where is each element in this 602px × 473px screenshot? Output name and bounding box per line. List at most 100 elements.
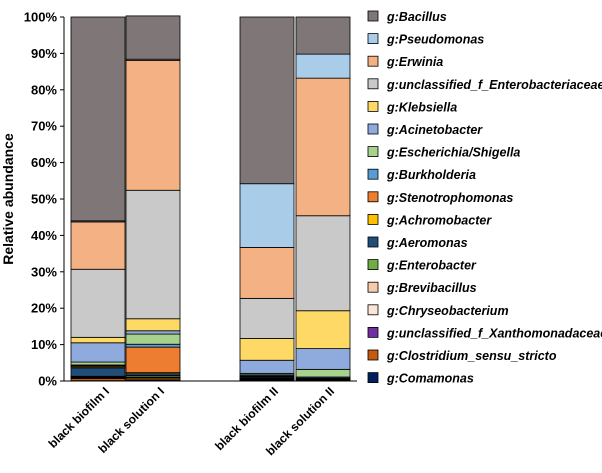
- bar-stack: [295, 16, 351, 382]
- legend-item: g:Escherichia/Shigella: [367, 146, 520, 160]
- legend-swatch: [367, 259, 379, 271]
- legend-item: g:Bacillus: [367, 10, 447, 24]
- legend-swatch: [367, 10, 379, 22]
- bar-segment: [295, 368, 351, 378]
- bar-segment: [70, 342, 126, 363]
- bar-segment: [70, 336, 126, 344]
- bar-segment: [295, 53, 351, 79]
- y-tick-label: 20%: [31, 301, 57, 316]
- legend-label: g:Comamonas: [386, 372, 474, 386]
- legend-label: g:Bacillus: [386, 10, 447, 24]
- bars-layer: [70, 15, 351, 382]
- legend-swatch: [367, 349, 379, 361]
- bar-segment: [295, 77, 351, 217]
- legend-label: g:Burkholderia: [386, 168, 476, 182]
- bar-segment: [239, 297, 295, 339]
- y-axis-title: Relative abundance: [0, 133, 16, 265]
- legend-swatch: [367, 191, 379, 203]
- bar-segment: [70, 367, 126, 377]
- legend-swatch: [367, 168, 379, 180]
- bar-segment: [295, 310, 351, 350]
- bar-stack: [239, 16, 295, 382]
- bar-segment: [125, 333, 181, 345]
- legend-swatch: [367, 281, 379, 293]
- legend-swatch: [367, 372, 379, 384]
- y-tick-label: 50%: [31, 192, 57, 207]
- legend-item: g:unclassified_f_Xanthomonadaceae: [367, 326, 602, 340]
- y-tick-label: 10%: [31, 337, 57, 352]
- legend-item: g:Clostridium_sensu_stricto: [367, 349, 557, 363]
- legend-swatch: [367, 101, 379, 112]
- legend-swatch: [367, 326, 379, 338]
- y-tick-label: 80%: [31, 82, 57, 97]
- y-tick-label: 40%: [31, 228, 57, 243]
- legend: g:Bacillus g:Pseudomonas g:Erwinia g:unclas…: [367, 10, 602, 386]
- legend-label: g:Klebsiella: [386, 100, 457, 114]
- bar-segment: [70, 361, 126, 366]
- y-tick-label: 70%: [31, 119, 57, 134]
- legend-label: g:Enterobacter: [386, 259, 477, 273]
- bar-segment: [125, 59, 181, 191]
- legend-swatch: [367, 236, 379, 248]
- legend-item: g:Comamonas: [367, 372, 474, 386]
- legend-label: g:Brevibacillus: [386, 281, 477, 295]
- bar-segment: [295, 16, 351, 55]
- y-axis-label: Relative abundance: [0, 133, 16, 265]
- bar-segment: [239, 183, 295, 248]
- legend-item: g:unclassified_f_Enterobacteriaceae: [367, 78, 602, 92]
- legend-swatch: [367, 55, 379, 67]
- legend-item: g:Achromobacter: [367, 213, 492, 227]
- legend-item: g:Chryseobacterium: [367, 304, 509, 318]
- bar-segment: [295, 348, 351, 370]
- bar-segment: [239, 247, 295, 299]
- legend-label: g:Chryseobacterium: [386, 304, 509, 318]
- legend-item: g:Acinetobacter: [367, 123, 483, 137]
- legend-swatch: [367, 304, 379, 316]
- bar-segment: [125, 330, 181, 335]
- legend-label: g:Escherichia/Shigella: [386, 146, 520, 160]
- y-axis: 0% 10% 20% 30% 40% 50% 60% 70% 80% 90% 100%: [24, 10, 357, 389]
- bar-segment: [239, 338, 295, 361]
- y-tick-label: 30%: [31, 264, 57, 279]
- bar-segment: [295, 215, 351, 312]
- bar-segment: [125, 189, 181, 320]
- legend-item: g:Klebsiella: [367, 100, 457, 114]
- legend-label: g:unclassified_f_Xanthomonadaceae: [386, 326, 602, 340]
- legend-label: g:unclassified_f_Enterobacteriaceae: [386, 78, 602, 92]
- bar-stack: [70, 16, 126, 382]
- bar-segment: [125, 343, 181, 348]
- bar-segment: [239, 16, 295, 185]
- legend-swatch: [367, 123, 379, 135]
- legend-label: g:Clostridium_sensu_stricto: [386, 349, 557, 363]
- bar-segment: [239, 359, 295, 374]
- bar-segment: [70, 16, 126, 222]
- legend-label: g:Aeromonas: [386, 236, 468, 250]
- y-tick-label: 60%: [31, 155, 57, 170]
- legend-item: g:Pseudomonas: [367, 33, 484, 47]
- bar-segment: [70, 221, 126, 270]
- legend-label: g:Pseudomonas: [386, 33, 484, 47]
- legend-label: g:Stenotrophomonas: [386, 191, 513, 205]
- legend-item: g:Erwinia: [367, 55, 443, 69]
- bar-stack: [125, 15, 181, 382]
- legend-label: g:Erwinia: [386, 55, 443, 69]
- y-tick-label: 90%: [31, 46, 57, 61]
- y-tick-label: 100%: [24, 10, 58, 25]
- legend-swatch: [367, 78, 379, 90]
- legend-item: g:Stenotrophomonas: [367, 191, 513, 205]
- legend-item: g:Enterobacter: [367, 259, 477, 273]
- bar-segment: [70, 268, 126, 338]
- legend-swatch: [367, 146, 379, 158]
- legend-label: g:Achromobacter: [386, 213, 492, 227]
- legend-swatch: [367, 213, 379, 225]
- legend-item: g:Burkholderia: [367, 168, 476, 182]
- legend-swatch: [367, 33, 379, 44]
- bar-segment: [125, 346, 181, 374]
- legend-label: g:Acinetobacter: [386, 123, 483, 137]
- bar-segment: [125, 318, 181, 332]
- legend-item: g:Aeromonas: [367, 236, 468, 250]
- legend-item: g:Brevibacillus: [367, 281, 477, 295]
- bar-segment: [125, 15, 181, 60]
